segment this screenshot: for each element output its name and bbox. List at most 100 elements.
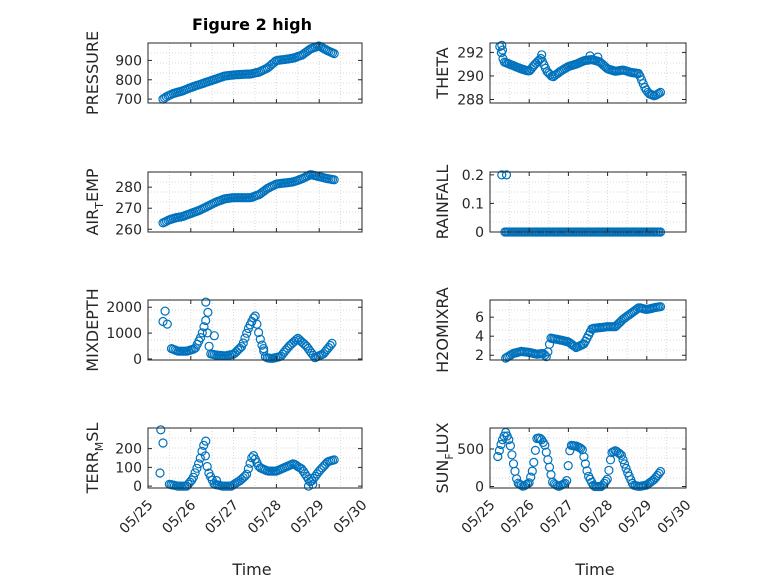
data-point xyxy=(537,50,547,60)
data-point xyxy=(505,441,515,451)
data-point xyxy=(580,459,591,469)
data-point xyxy=(655,87,666,98)
y-tick-label: 4 xyxy=(475,329,484,345)
data-point xyxy=(211,475,222,486)
axes-box xyxy=(147,427,363,489)
data-point xyxy=(156,425,166,435)
data-point xyxy=(203,307,213,317)
data-point xyxy=(188,472,198,482)
data-point xyxy=(195,453,205,463)
axes-box xyxy=(147,299,363,361)
data-point xyxy=(507,450,517,460)
y-tick-label: 0 xyxy=(475,225,484,241)
y-tick-label: 288 xyxy=(457,92,484,108)
y-tick-label: 800 xyxy=(115,73,142,89)
data-point xyxy=(565,446,575,456)
data-point xyxy=(613,319,623,329)
data-point xyxy=(526,472,536,482)
y-axis-label-theta: THETA xyxy=(433,47,452,99)
series-terr_msl xyxy=(155,425,339,491)
y-tick-label: 500 xyxy=(457,442,484,458)
y-tick-label: 270 xyxy=(115,201,142,217)
y-axis-label-rainfall: RAINFALL xyxy=(433,165,452,240)
y-tick-label: 700 xyxy=(115,92,142,108)
axes-box xyxy=(147,171,363,233)
data-point xyxy=(596,481,606,492)
data-point xyxy=(201,315,211,326)
data-point xyxy=(196,333,206,343)
data-point xyxy=(155,468,165,478)
data-point xyxy=(619,459,630,469)
data-point xyxy=(329,48,339,59)
data-point xyxy=(497,40,507,51)
data-point xyxy=(240,471,250,481)
y-tick-label: 2000 xyxy=(106,300,142,316)
data-point xyxy=(199,440,209,450)
data-point xyxy=(582,466,592,476)
y-axis-label-h2omixra: H2OMIXRA xyxy=(433,287,452,373)
y-tick-label: 0 xyxy=(475,480,484,496)
data-point xyxy=(563,461,573,471)
data-point xyxy=(190,468,200,478)
y-tick-label: 260 xyxy=(115,222,142,238)
data-point xyxy=(601,476,611,486)
axes-box xyxy=(489,42,687,104)
data-point xyxy=(158,438,168,448)
y-tick-label: 6 xyxy=(475,310,484,326)
data-point xyxy=(579,452,589,462)
data-point xyxy=(160,306,170,316)
subplot-rainfall: 0 0.1 0.2 RAINFALL xyxy=(433,165,687,241)
data-point xyxy=(329,175,339,185)
data-point xyxy=(640,82,650,93)
y-tick-label: 2 xyxy=(475,348,484,364)
data-point xyxy=(242,469,252,479)
series-h2omixra xyxy=(501,302,666,363)
axes-box xyxy=(489,171,687,233)
data-point xyxy=(325,340,335,351)
data-point xyxy=(542,66,552,77)
x-axis-label-right: Time xyxy=(574,560,614,579)
data-point xyxy=(541,352,551,362)
data-point xyxy=(303,481,314,491)
data-point xyxy=(621,463,631,473)
data-point xyxy=(240,333,250,343)
data-point xyxy=(593,52,603,62)
data-point xyxy=(504,435,514,445)
data-point xyxy=(608,447,619,457)
y-tick-label: 290 xyxy=(457,69,484,85)
data-point xyxy=(530,445,541,455)
series-mixdepth xyxy=(158,297,337,363)
data-point xyxy=(494,445,504,456)
y-tick-label: 280 xyxy=(115,180,142,196)
figure-title: Figure 2 high xyxy=(192,15,312,34)
subplot-pressure: 700 800 900 PRESSURE xyxy=(83,31,363,115)
data-point xyxy=(576,443,586,453)
data-point xyxy=(252,319,262,329)
data-point xyxy=(162,319,172,329)
data-point xyxy=(577,445,587,455)
data-point xyxy=(327,338,337,348)
subplot-h2omixra: 2 4 6 H2OMIXRA xyxy=(433,287,687,373)
y-tick-label: 0.1 xyxy=(462,196,484,212)
data-point xyxy=(613,448,623,458)
data-point xyxy=(562,476,572,486)
data-point xyxy=(648,475,658,486)
data-point xyxy=(511,474,522,484)
y-tick-label: 1000 xyxy=(106,326,142,342)
data-point xyxy=(604,465,614,475)
y-axis-label-terr_msl: TERRMSL xyxy=(83,423,106,495)
axes-box xyxy=(489,299,687,361)
axes-box xyxy=(489,427,687,489)
series-air_temp xyxy=(158,170,339,228)
y-tick-label: 292 xyxy=(457,45,484,61)
data-point xyxy=(200,451,210,461)
data-point xyxy=(255,334,265,344)
data-point xyxy=(618,455,628,465)
data-point xyxy=(209,331,219,341)
data-point xyxy=(527,466,537,476)
y-axis-label-air_temp: AIRTEMP xyxy=(83,168,106,235)
subplot-air_temp: 260 270 280 AIRTEMP xyxy=(83,168,363,238)
data-point xyxy=(529,457,539,467)
